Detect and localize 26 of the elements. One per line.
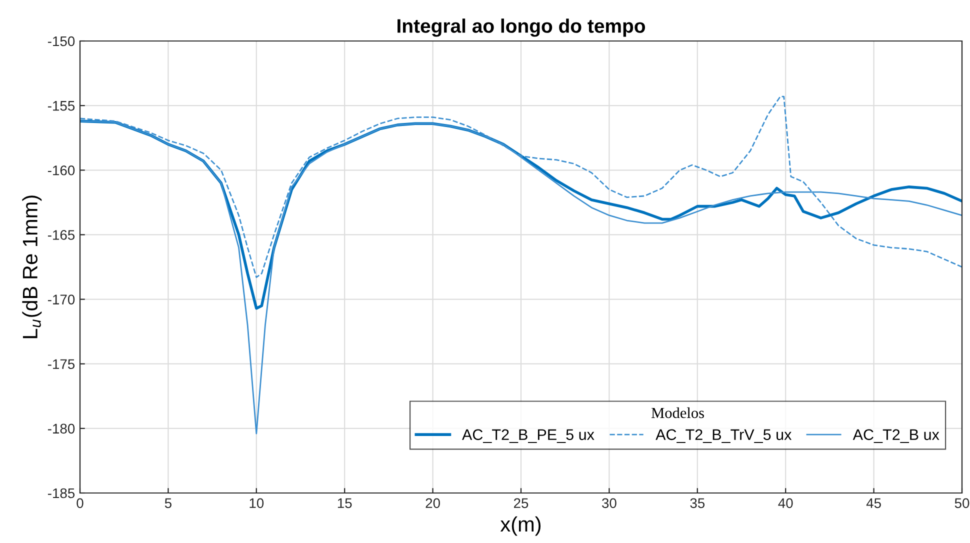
legend-label: AC_T2_B_TrV_5 ux xyxy=(656,429,792,443)
x-tick-label: 25 xyxy=(514,498,528,508)
x-tick-label: 50 xyxy=(954,498,970,508)
y-tick-label: -180 xyxy=(48,424,75,434)
x-tick-label: 40 xyxy=(778,498,793,508)
x-tick-label: 45 xyxy=(866,498,881,508)
x-tick-label: 30 xyxy=(602,498,616,508)
legend-title: Modelos xyxy=(651,407,704,418)
y-axis-title: L$_{u}$(dB Re 1mm) xyxy=(22,196,42,338)
x-tick-label: 10 xyxy=(250,498,264,508)
x-axis-title: x(m) xyxy=(500,516,541,536)
y-tick-label: -155 xyxy=(48,101,75,111)
y-tick-label: -185 xyxy=(48,488,75,498)
legend-label: AC_T2_B_PE_5 ux xyxy=(462,429,594,443)
legend-label: AC_T2_B ux xyxy=(852,429,940,443)
y-tick-label: -170 xyxy=(48,294,75,304)
x-tick-label: 35 xyxy=(690,498,705,508)
x-tick-label: 5 xyxy=(164,498,172,508)
chart-title: Integral ao longo do tempo xyxy=(398,18,646,37)
y-tick-label: -165 xyxy=(48,230,75,240)
y-tick-label: -160 xyxy=(48,165,75,176)
x-tick-label: 0 xyxy=(76,498,84,508)
x-tick-label: 20 xyxy=(426,498,440,508)
y-tick-label: -175 xyxy=(48,359,75,370)
y-tick-label: -150 xyxy=(48,36,75,46)
x-tick-label: 15 xyxy=(338,498,352,508)
